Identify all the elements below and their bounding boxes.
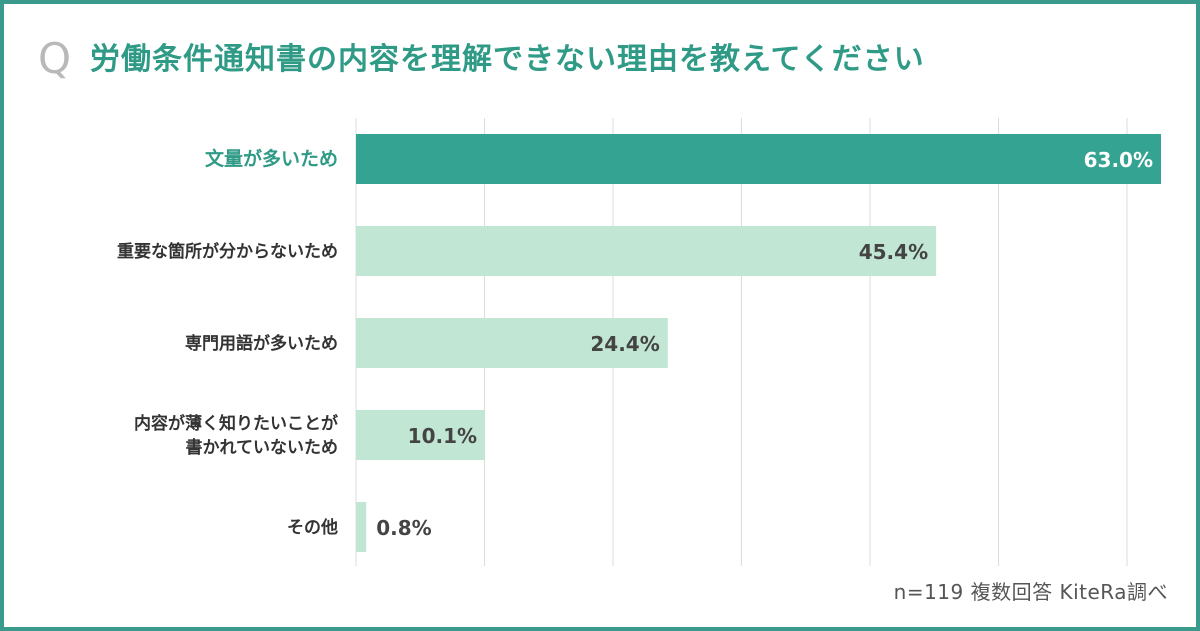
bar: [356, 134, 1161, 184]
bar: [356, 318, 668, 368]
bar: [356, 410, 486, 460]
data-label: 63.0%: [1084, 148, 1153, 172]
category-label: 重要な箇所が分からないため: [117, 241, 338, 262]
category-label: 専門用語が多いため: [185, 333, 338, 354]
category-label: 書かれていないため: [186, 437, 339, 458]
bar: [356, 502, 367, 552]
data-label: 45.4%: [859, 240, 928, 264]
question-mark-icon: Q: [38, 34, 72, 83]
footnote: n=119 複数回答 KiteRa調べ: [893, 580, 1168, 604]
bar: [356, 226, 937, 276]
data-label: 24.4%: [590, 332, 659, 356]
category-label: 内容が薄く知りたいことが: [134, 413, 338, 434]
category-label: その他: [287, 517, 338, 538]
data-label: 10.1%: [408, 424, 477, 448]
data-label: 0.8%: [376, 516, 431, 540]
category-label: 文量が多いため: [205, 147, 338, 170]
chart-title: 労働条件通知書の内容を理解できない理由を教えてください: [90, 42, 925, 77]
